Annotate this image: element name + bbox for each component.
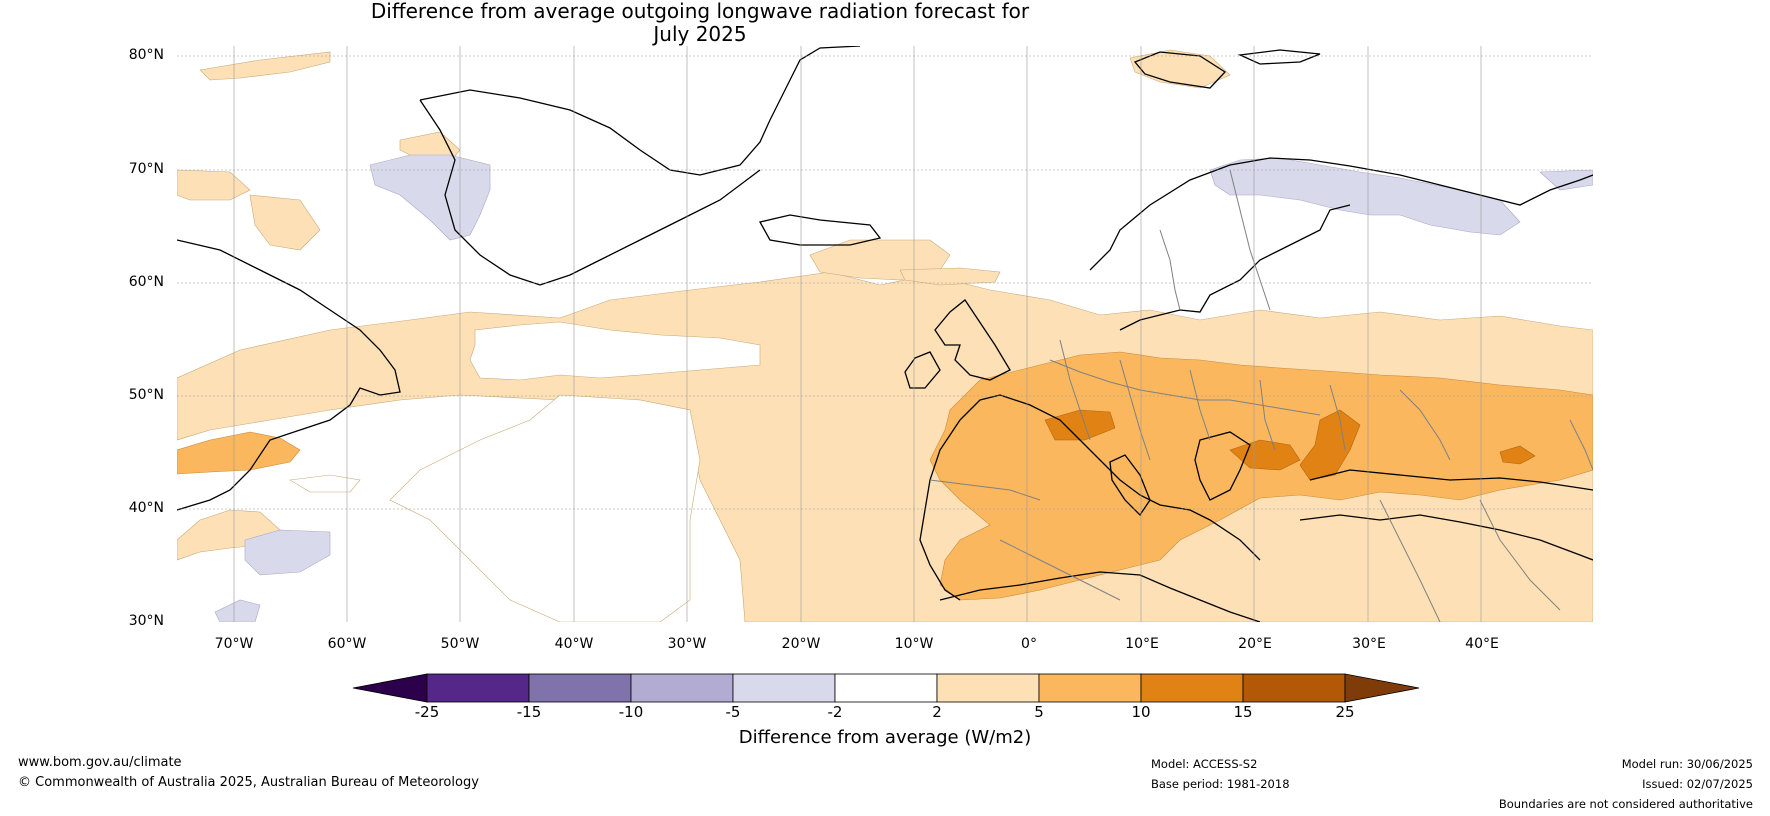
map-title-line2: July 2025 <box>653 22 747 46</box>
colorbar-segment <box>732 673 836 703</box>
lon-label-20w: 20°W <box>781 636 821 652</box>
lat-label-40n: 40°N <box>128 500 164 516</box>
lon-label-60w: 60°W <box>327 636 367 652</box>
lon-label-10e: 10°E <box>1125 636 1159 652</box>
colorbar-segment <box>1038 673 1142 703</box>
footer-base-period: Base period: 1981-2018 <box>1151 777 1290 791</box>
country-borders <box>929 169 1593 622</box>
lon-label-40w: 40°W <box>554 636 594 652</box>
map-title: Difference from average outgoing longwav… <box>0 0 1400 46</box>
colorbar-segment <box>630 673 734 703</box>
colorbar <box>352 673 1420 703</box>
colorbar-tick: -5 <box>725 703 741 721</box>
footer-model-run: Model run: 30/06/2025 <box>1621 757 1753 771</box>
colorbar-tick: -25 <box>414 703 440 721</box>
lon-label-70w: 70°W <box>214 636 254 652</box>
colorbar-tick: 2 <box>932 703 942 721</box>
colorbar-segment <box>1140 673 1244 703</box>
lon-label-10w: 10°W <box>894 636 934 652</box>
colorbar-tick: 15 <box>1233 703 1253 721</box>
lat-label-80n: 80°N <box>128 47 164 63</box>
footer-disclaimer: Boundaries are not considered authoritat… <box>1498 797 1753 811</box>
colorbar-segment <box>426 673 530 703</box>
colorbar-segment <box>528 673 632 703</box>
colorbar-tick: -15 <box>516 703 542 721</box>
lon-label-20e: 20°E <box>1238 636 1272 652</box>
footer-copyright: © Commonwealth of Australia 2025, Austra… <box>18 775 479 790</box>
map-plot-area <box>177 46 1593 622</box>
coastlines <box>177 46 1593 622</box>
colorbar-tick: 10 <box>1131 703 1151 721</box>
lat-label-50n: 50°N <box>128 387 164 403</box>
colorbar-tick: -2 <box>827 703 843 721</box>
lat-label-70n: 70°N <box>128 161 164 177</box>
colorbar-title: Difference from average (W/m2) <box>738 727 1032 748</box>
footer-issued: Issued: 02/07/2025 <box>1642 777 1753 791</box>
colorbar-tick: 25 <box>1335 703 1355 721</box>
map-title-line1: Difference from average outgoing longwav… <box>370 0 1030 23</box>
colorbar-tick: 5 <box>1034 703 1044 721</box>
lon-label-50w: 50°W <box>440 636 480 652</box>
colorbar-extend-high <box>1344 673 1420 703</box>
footer-website: www.bom.gov.au/climate <box>18 755 182 770</box>
colorbar-segment <box>936 673 1040 703</box>
colorbar-segment <box>834 673 938 703</box>
colorbar-extend-low <box>352 673 428 703</box>
anomaly-region-10-to-15 <box>1044 409 1536 481</box>
colorbar-tick: -10 <box>618 703 644 721</box>
lon-label-0: 0° <box>1021 636 1037 652</box>
anomaly-region-neutral <box>289 321 761 622</box>
footer-model: Model: ACCESS-S2 <box>1151 757 1258 771</box>
graticule <box>177 46 1593 622</box>
lat-label-60n: 60°N <box>128 274 164 290</box>
colorbar-segment <box>1242 673 1346 703</box>
lon-label-30e: 30°E <box>1352 636 1386 652</box>
lon-label-40e: 40°E <box>1465 636 1499 652</box>
lat-label-30n: 30°N <box>128 613 164 629</box>
lon-label-30w: 30°W <box>667 636 707 652</box>
